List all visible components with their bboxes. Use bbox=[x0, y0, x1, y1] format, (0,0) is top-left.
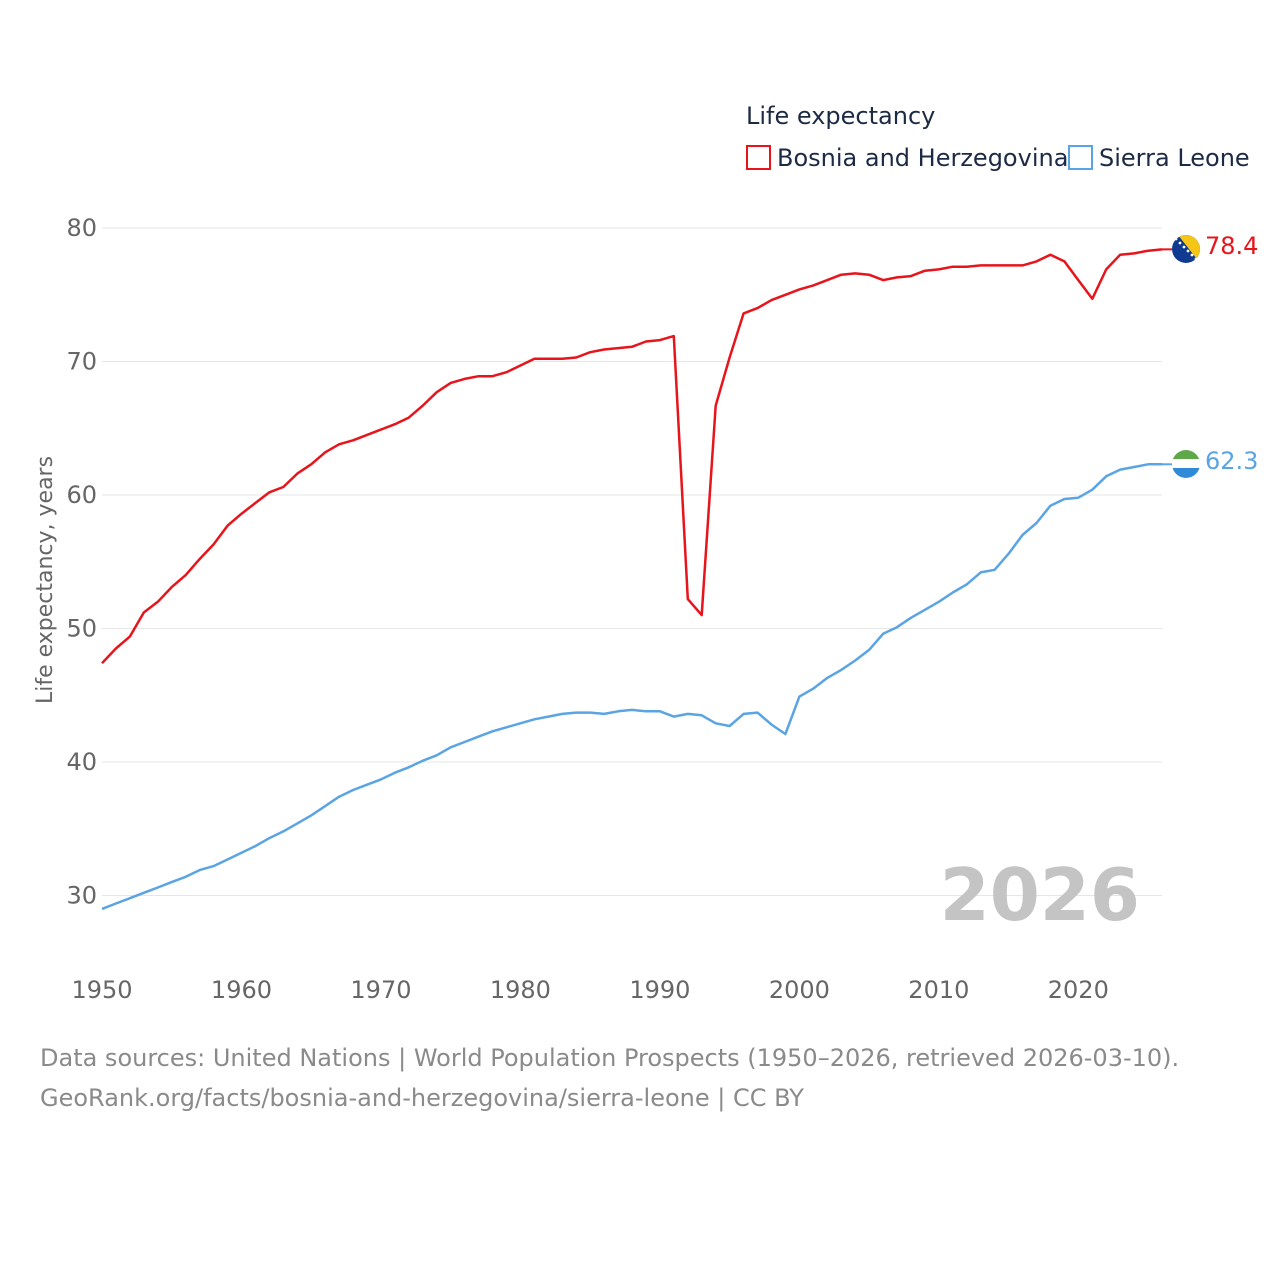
x-tick-label: 1990 bbox=[629, 976, 690, 1004]
legend-swatch-sierra-leone[interactable] bbox=[1068, 145, 1093, 170]
series-line-bosnia[interactable] bbox=[101, 248, 1163, 665]
legend-label-bosnia[interactable]: Bosnia and Herzegovina bbox=[777, 144, 1068, 172]
y-tick-label: 80 bbox=[66, 214, 97, 242]
x-axis-ticks: 1950 1960 1970 1980 1990 2000 2010 2020 bbox=[71, 976, 1108, 1004]
line-chart: 30 40 50 60 70 80 1950 1960 1970 1980 1990 2000 201… bbox=[33, 102, 1258, 1004]
y-tick-label: 50 bbox=[66, 615, 97, 643]
grid-lines bbox=[102, 227, 1162, 896]
end-label-sierra-leone: 62.3 bbox=[1205, 447, 1258, 475]
end-label-bosnia: 78.4 bbox=[1205, 232, 1258, 260]
x-tick-label: 2000 bbox=[769, 976, 830, 1004]
y-tick-label: 40 bbox=[66, 748, 97, 776]
y-axis-label: Life expectancy, years bbox=[33, 456, 58, 704]
bosnia-flag-icon bbox=[1172, 235, 1200, 263]
legend-title: Life expectancy bbox=[746, 102, 935, 130]
year-label: 2026 bbox=[940, 853, 1140, 937]
y-tick-label: 60 bbox=[66, 481, 97, 509]
series-line-sierra-leone[interactable] bbox=[101, 463, 1162, 911]
y-tick-label: 70 bbox=[66, 348, 97, 376]
y-tick-label: 30 bbox=[66, 882, 97, 910]
x-tick-label: 2020 bbox=[1048, 976, 1109, 1004]
data-sources-text: Data sources: United Nations | World Pop… bbox=[40, 1044, 1180, 1072]
legend-label-sierra-leone[interactable]: Sierra Leone bbox=[1099, 144, 1250, 172]
sierra-leone-flag-icon bbox=[1172, 450, 1200, 478]
legend-swatch-bosnia[interactable] bbox=[746, 145, 771, 170]
y-axis-ticks: 30 40 50 60 70 80 bbox=[66, 214, 97, 910]
x-tick-label: 1980 bbox=[490, 976, 551, 1004]
x-tick-label: 1950 bbox=[71, 976, 132, 1004]
x-tick-label: 1960 bbox=[211, 976, 272, 1004]
x-tick-label: 2010 bbox=[908, 976, 969, 1004]
credit-link[interactable]: GeoRank.org/facts/bosnia-and-herzegovina… bbox=[40, 1084, 804, 1112]
x-tick-label: 1970 bbox=[350, 976, 411, 1004]
series-lines bbox=[101, 248, 1172, 911]
